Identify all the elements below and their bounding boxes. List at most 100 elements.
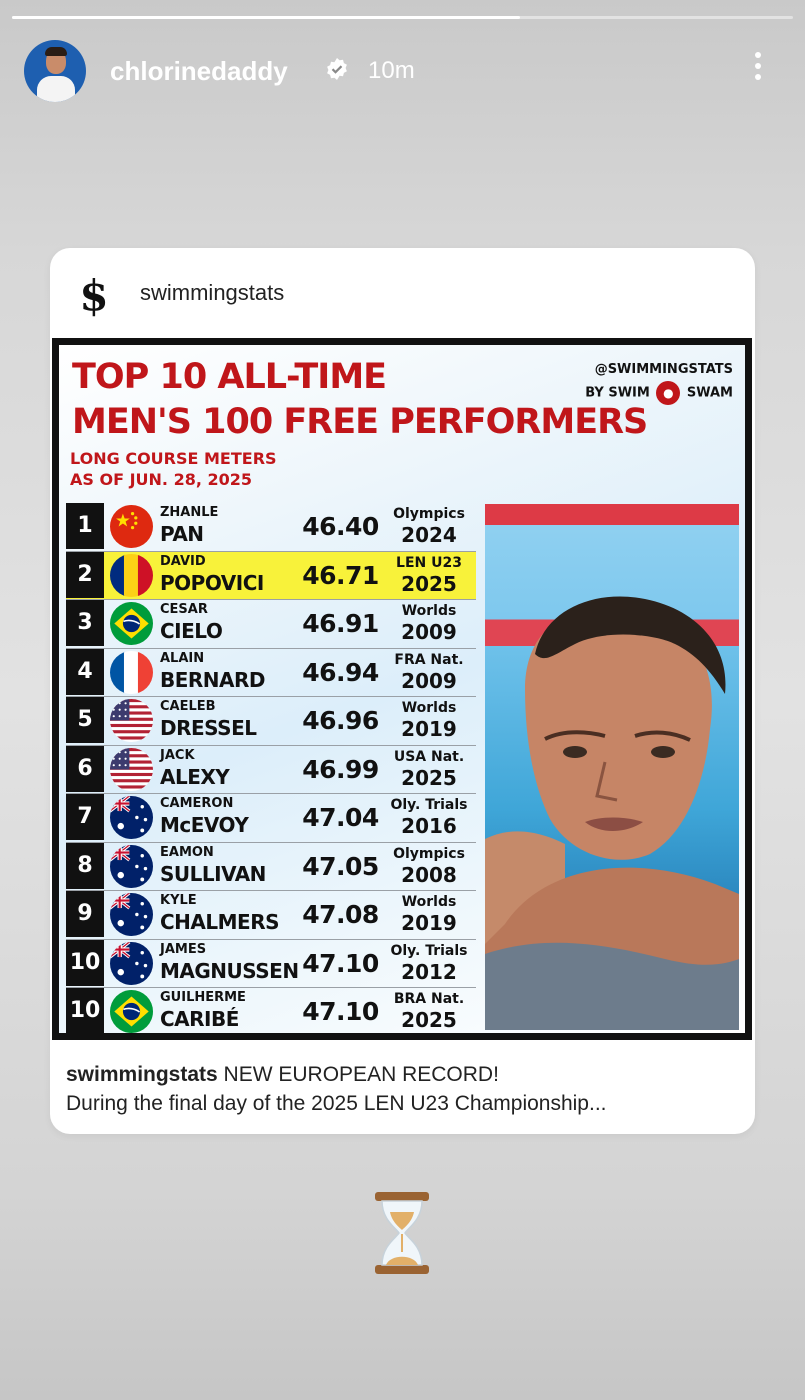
rankings-table: 1 ZHANLE PAN 46.40 Olympics 2024 2 DAVID POPOVIC… xyxy=(66,503,476,1033)
meet-name: Worlds xyxy=(401,603,457,619)
meet-year: 2016 xyxy=(401,814,457,838)
swimmer-first-name: CAELEB xyxy=(160,699,216,714)
rankings-graphic: TOP 10 ALL-TIME MEN'S 100 FREE PERFORMER… xyxy=(59,345,745,1033)
meet-name: Oly. Trials xyxy=(390,942,468,959)
meet-year: 2009 xyxy=(401,620,457,644)
rank-badge: 10 xyxy=(66,988,104,1033)
swimmer-last-name: CHALMERS xyxy=(160,910,280,934)
australia-flag-icon xyxy=(110,844,153,888)
swim-time: 47.04 xyxy=(302,803,379,832)
swimmer-last-name: POPOVICI xyxy=(160,570,264,595)
swimmer-last-name: DRESSEL xyxy=(160,716,257,740)
meet-year: 2008 xyxy=(401,862,457,887)
graphic-title: TOP 10 ALL-TIME MEN'S 100 FREE PERFORMER… xyxy=(72,355,648,445)
caption-username[interactable]: swimmingstats xyxy=(66,1063,218,1086)
swimmer-first-name: KYLE xyxy=(160,893,197,908)
post-image: TOP 10 ALL-TIME MEN'S 100 FREE PERFORMER… xyxy=(52,338,752,1040)
post-username[interactable]: swimmingstats xyxy=(140,280,285,305)
story-time: 10m xyxy=(368,57,415,84)
table-row: 9 KYLE CHALMERS 47.08 Worlds 2019 xyxy=(66,891,476,940)
swimmer-last-name: PAN xyxy=(160,522,204,546)
meet-year: 2009 xyxy=(401,668,457,693)
caption-text: NEW EUROPEAN RECORD! xyxy=(217,1063,499,1086)
caption-line-2: During the final day of the 2025 LEN U23… xyxy=(66,1092,607,1115)
story-username[interactable]: chlorinedaddy xyxy=(110,56,288,86)
rank-badge: 2 xyxy=(66,551,104,598)
table-row: 5 CAELEB DRESSEL 46.96 Worlds 2019 xyxy=(66,697,476,746)
brand-byline: BY SWIM ● SWAM xyxy=(585,381,733,405)
meet-name: Olympics xyxy=(393,845,465,862)
swimmer-last-name: McEVOY xyxy=(160,813,249,837)
meet-year: 2019 xyxy=(401,911,457,935)
meet-name: BRA Nat. xyxy=(393,991,465,1007)
table-row: 8 EAMON SULLIVAN 47.05 Olympics 2008 xyxy=(66,842,476,891)
romania-flag-icon xyxy=(110,553,153,597)
swimmer-last-name: MAGNUSSEN xyxy=(160,958,299,983)
swimmer-first-name: CAMERON xyxy=(160,796,234,811)
australia-flag-icon xyxy=(110,893,153,936)
swim-time: 46.40 xyxy=(302,512,379,541)
swimmer-first-name: JACK xyxy=(160,747,195,763)
brazil-flag-icon xyxy=(110,990,153,1033)
brand-byline-b: SWAM xyxy=(686,385,733,401)
swimmer-last-name: CARIBÉ xyxy=(160,1007,239,1031)
rank-badge: 9 xyxy=(66,891,104,937)
swimmer-first-name: JAMES xyxy=(160,941,207,957)
swimswam-logo-icon: ● xyxy=(656,381,681,405)
swimmer-first-name: EAMON xyxy=(160,844,214,860)
avatar-head xyxy=(46,50,66,74)
meet-year: 2019 xyxy=(401,717,457,741)
more-vertical-icon[interactable] xyxy=(748,52,768,86)
swim-time: 47.05 xyxy=(302,851,379,881)
swim-time: 47.10 xyxy=(302,948,379,978)
rank-badge: 8 xyxy=(66,842,104,889)
avatar[interactable] xyxy=(24,40,86,102)
swimmer-first-name: ALAIN xyxy=(160,650,205,666)
meet-year: 2025 xyxy=(401,765,457,790)
graphic-brand: @SWIMMINGSTATS BY SWIM ● SWAM xyxy=(585,359,733,405)
hourglass-icon xyxy=(375,1192,429,1274)
rank-badge: 6 xyxy=(66,745,104,792)
swim-time: 46.71 xyxy=(302,560,379,590)
brazil-flag-icon xyxy=(110,602,153,645)
swimmer-first-name: ZHANLE xyxy=(160,505,219,520)
table-row: 7 CAMERON McEVOY 47.04 Oly. Trials 2016 xyxy=(66,794,476,843)
swim-time: 46.96 xyxy=(302,706,379,735)
rank-badge: 1 xyxy=(66,503,104,549)
rank-badge: 4 xyxy=(66,648,104,695)
title-line-2: MEN'S 100 FREE PERFORMERS xyxy=(72,402,648,442)
table-row: 10 GUILHERME CARIBÉ 47.10 BRA Nat. 2025 xyxy=(66,988,476,1033)
table-row: 3 CESAR CIELO 46.91 Worlds 2009 xyxy=(66,600,476,649)
swim-time: 46.94 xyxy=(302,657,379,687)
table-row: 6 JACK ALEXY 46.99 USA Nat. 2025 xyxy=(66,745,476,794)
avatar-shirt xyxy=(37,76,75,102)
france-flag-icon xyxy=(110,650,153,694)
swimmer-last-name: SULLIVAN xyxy=(160,861,266,886)
post-avatar[interactable]: $ xyxy=(66,268,122,324)
usa-flag-icon xyxy=(110,699,153,742)
verified-badge-icon xyxy=(327,58,347,80)
table-row: 1 ZHANLE PAN 46.40 Olympics 2024 xyxy=(66,503,476,552)
australia-flag-icon xyxy=(110,796,153,839)
title-line-1: TOP 10 ALL-TIME xyxy=(72,357,387,397)
shared-post-card[interactable]: $ swimmingstats TOP 10 ALL-TIME MEN'S 10… xyxy=(50,248,755,1134)
meet-name: LEN U23 xyxy=(396,554,462,571)
swim-time: 47.10 xyxy=(302,997,379,1026)
meet-name: Worlds xyxy=(401,700,457,716)
meet-year: 2025 xyxy=(401,1008,457,1032)
meet-name: Olympics xyxy=(393,506,465,522)
meet-name: FRA Nat. xyxy=(394,651,464,668)
avatar-hair xyxy=(45,47,67,56)
usa-flag-icon xyxy=(110,747,153,791)
subtitle-line-2: AS OF JUN. 28, 2025 xyxy=(70,470,253,489)
swimmer-photo xyxy=(485,504,739,1030)
china-flag-icon xyxy=(110,505,153,548)
swimmer-last-name: BERNARD xyxy=(160,667,266,692)
swimmer-first-name: DAVID xyxy=(160,553,206,569)
meet-year: 2025 xyxy=(401,571,457,596)
swimmer-last-name: ALEXY xyxy=(160,764,230,789)
swimmer-first-name: CESAR xyxy=(160,602,208,617)
meet-year: 2012 xyxy=(401,959,457,984)
rank-badge: 7 xyxy=(66,794,104,840)
swimmer-first-name: GUILHERME xyxy=(160,990,246,1005)
